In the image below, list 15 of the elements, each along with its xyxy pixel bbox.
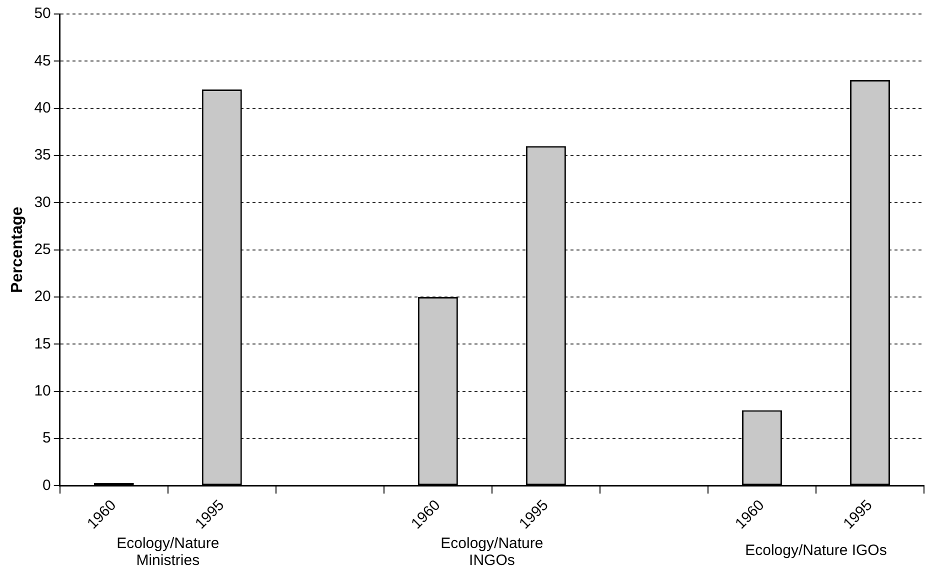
text: Ecology/Nature IGOs [745,542,887,559]
text: Ecology/Nature Ministries [116,535,220,569]
y-tick-label: 5 [42,430,51,447]
text: Ecology/Nature INGOs [440,535,544,569]
y-tick-label: 50 [34,5,51,22]
y-tick-label: 20 [34,288,51,306]
y-tick-label: 25 [34,240,51,258]
y-tick-label: 30 [34,194,51,211]
y-tick-label: 35 [34,146,51,164]
y-tick-label: 0 [42,476,51,494]
y-tick-label: 10 [34,382,51,400]
y-tick-label: 15 [34,335,51,352]
y-tick-label: 40 [34,99,51,116]
y-axis-title: Percentage [9,206,26,293]
y-tick-label: 45 [34,52,51,70]
